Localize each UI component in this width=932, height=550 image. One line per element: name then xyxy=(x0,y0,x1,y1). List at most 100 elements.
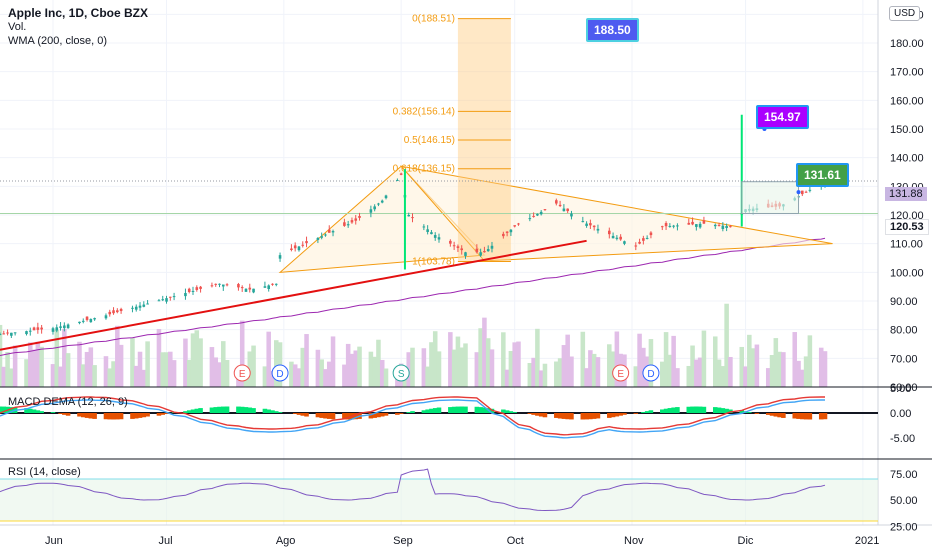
event-marker-label: E xyxy=(239,369,246,380)
macd-hist xyxy=(88,413,94,419)
event-marker-label: E xyxy=(617,369,624,380)
volume-bar xyxy=(777,351,782,387)
candle-body xyxy=(63,325,66,329)
candle-body xyxy=(615,237,619,239)
fib-label: 1(103.78) xyxy=(412,256,455,267)
candle-body xyxy=(55,327,59,331)
candle-body xyxy=(327,229,331,233)
volume-bar xyxy=(595,357,601,387)
price-tick: 100.00 xyxy=(890,267,924,279)
event-marker-label: S xyxy=(398,369,405,380)
candle-body xyxy=(240,287,244,289)
candle-body xyxy=(108,311,112,315)
macd-hist xyxy=(221,406,226,413)
volume-bar xyxy=(92,365,97,387)
volume-bar xyxy=(527,362,533,387)
price-tick: 90.00 xyxy=(890,296,918,308)
price-tick: 60.00 xyxy=(890,382,918,394)
macd-hist xyxy=(614,413,620,417)
candle-body xyxy=(267,285,270,289)
candle-body xyxy=(369,209,373,213)
candle-body xyxy=(191,290,195,292)
candle-body xyxy=(6,332,9,334)
volume-bar xyxy=(111,361,116,387)
candle-body xyxy=(619,236,622,240)
candle-body xyxy=(623,241,626,244)
macd-hist xyxy=(273,411,279,413)
macd-hist xyxy=(535,413,540,416)
macd-hist xyxy=(648,410,654,413)
candle-body xyxy=(456,246,460,248)
price-tick: 170.00 xyxy=(890,67,924,79)
candle-body xyxy=(570,213,573,217)
volume-bar xyxy=(803,356,809,387)
volume-bar xyxy=(750,348,756,387)
candle-body xyxy=(407,215,411,217)
volume-bar xyxy=(107,368,113,387)
volume-bar xyxy=(694,359,699,387)
volume-bar xyxy=(432,331,438,387)
volume-bar xyxy=(266,331,271,387)
volume-bar xyxy=(349,353,355,387)
macd-hist xyxy=(118,413,124,420)
macd-tick: 5.00 xyxy=(890,383,911,395)
volume-bar xyxy=(54,329,60,387)
volume-bar xyxy=(1,366,7,387)
candle-body xyxy=(558,204,562,207)
candle-body xyxy=(331,231,335,233)
candle-body xyxy=(377,203,380,205)
volume-bar xyxy=(482,317,487,387)
volume-bar xyxy=(24,359,29,387)
callout-154[interactable]: 154.97 xyxy=(756,105,809,129)
volume-bar xyxy=(221,341,226,387)
volume-bar xyxy=(194,330,200,387)
macd-hist xyxy=(425,409,430,413)
currency-badge[interactable]: USD xyxy=(889,6,921,21)
volume-bar xyxy=(792,332,798,387)
volume-bar xyxy=(28,342,33,387)
fib-label: 0.382(156.14) xyxy=(393,106,455,117)
event-marker xyxy=(271,364,289,382)
volume-bar xyxy=(728,356,733,387)
macd-hist xyxy=(478,407,483,413)
time-tick: 2021 xyxy=(855,535,879,547)
volume-bar xyxy=(156,329,162,387)
macd-hist xyxy=(410,411,415,413)
macd-hist xyxy=(690,406,695,413)
candle-body xyxy=(608,230,611,235)
candle-body xyxy=(539,211,543,215)
candle-body xyxy=(676,225,679,227)
candle-body xyxy=(252,288,255,293)
macd-hist xyxy=(618,413,623,416)
candle-body xyxy=(713,224,717,227)
macd-hist xyxy=(323,413,328,419)
volume-bar xyxy=(584,368,589,387)
callout-188[interactable]: 188.50 xyxy=(586,18,639,42)
candle-body xyxy=(509,229,513,233)
candle-body xyxy=(687,222,691,225)
macd-hist xyxy=(796,413,801,419)
callout-131[interactable]: 131.61 xyxy=(796,163,849,187)
macd-hist xyxy=(368,413,374,419)
macd-hist xyxy=(296,413,302,415)
macd-hist xyxy=(383,413,389,416)
macd-hist xyxy=(300,413,306,416)
macd-hist xyxy=(379,413,385,417)
candle-body xyxy=(801,190,804,195)
volume-bar xyxy=(160,352,166,387)
volume-bar xyxy=(531,357,536,387)
price-tick: 150.00 xyxy=(890,124,924,136)
macd-hist xyxy=(508,411,514,413)
volume-bar xyxy=(478,328,483,387)
candle-body xyxy=(305,241,308,244)
candle-body xyxy=(104,315,108,319)
macd-hist xyxy=(663,408,669,413)
volume-bar xyxy=(50,364,56,387)
volume-bar xyxy=(591,353,597,387)
candle-body xyxy=(157,300,161,302)
volume-bar xyxy=(326,361,332,387)
macd-hist xyxy=(304,413,309,417)
macd-hist xyxy=(111,413,116,420)
volume-bar xyxy=(451,349,457,387)
